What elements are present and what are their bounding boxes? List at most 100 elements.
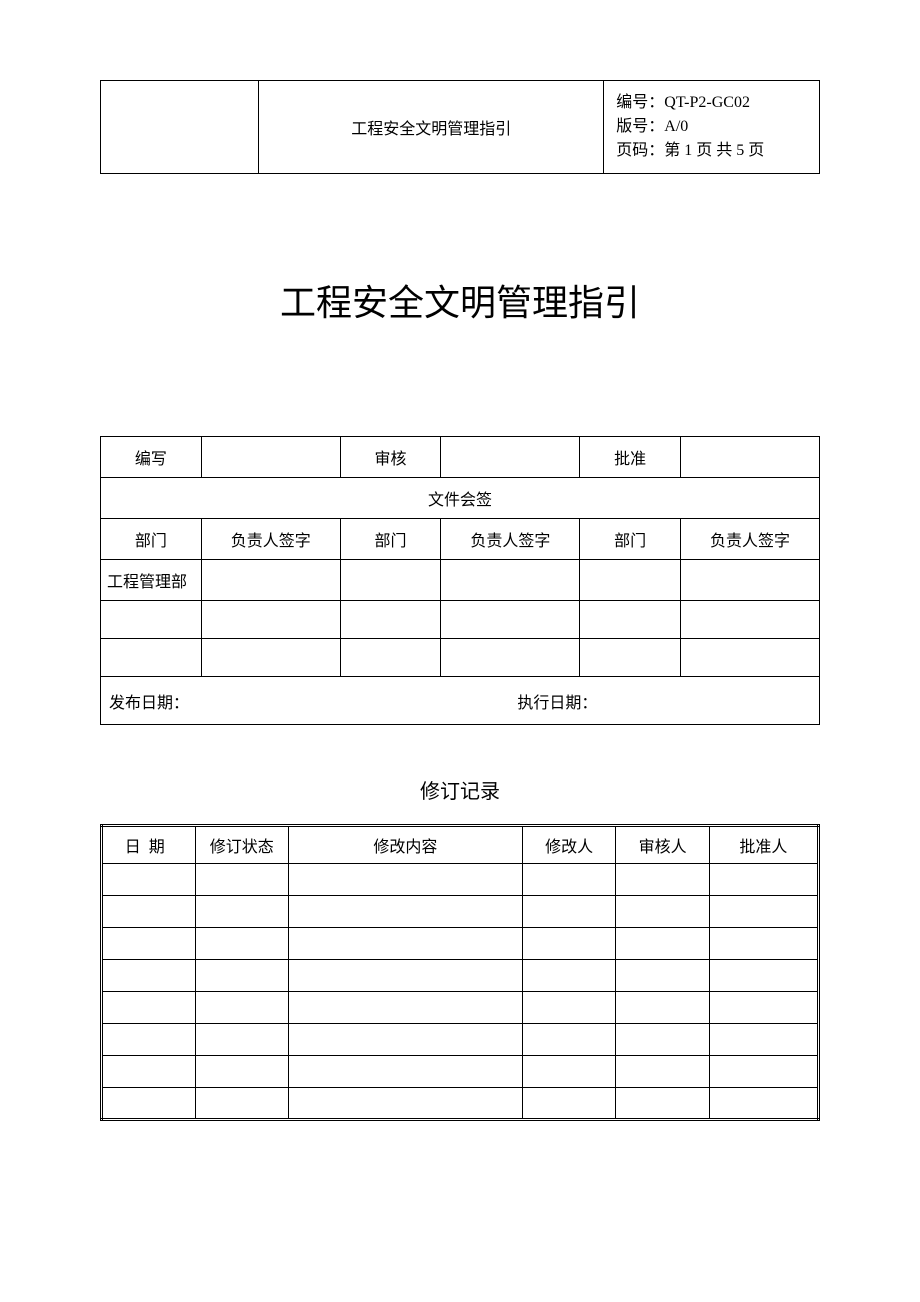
revision-row bbox=[102, 1088, 819, 1120]
sig-cell bbox=[441, 560, 580, 601]
exec-date-label: 执行日期： bbox=[517, 695, 597, 712]
revision-row bbox=[102, 960, 819, 992]
sig-cell bbox=[681, 560, 820, 601]
header-title: 工程安全文明管理指引 bbox=[351, 121, 511, 138]
header-page: 页码：第 1 页 共 5 页 bbox=[616, 139, 807, 163]
dept-row-1 bbox=[101, 601, 820, 639]
dept-cell bbox=[340, 560, 441, 601]
dept-cell bbox=[101, 639, 202, 677]
dept-cell bbox=[580, 601, 681, 639]
exec-date: 执行日期： bbox=[517, 689, 597, 713]
revision-header-row: 日期 修订状态 修改内容 修改人 审核人 批准人 bbox=[102, 826, 819, 864]
dept-label-2: 部门 bbox=[340, 519, 441, 560]
rev-cell-content bbox=[289, 1024, 523, 1056]
rev-cell-approver bbox=[709, 928, 818, 960]
sig-cell bbox=[201, 639, 340, 677]
dept-cell bbox=[340, 639, 441, 677]
rev-cell-content bbox=[289, 928, 523, 960]
rev-cell-modifier bbox=[522, 1088, 616, 1120]
version-label: 版号： bbox=[616, 118, 664, 135]
rev-cell-content bbox=[289, 960, 523, 992]
rev-cell-reviewer bbox=[616, 1024, 710, 1056]
header-doc-no: 编号：QT-P2-GC02 bbox=[616, 91, 807, 115]
rev-cell-reviewer bbox=[616, 992, 710, 1024]
dept-cell: 工程管理部 bbox=[101, 560, 202, 601]
sig-cell bbox=[681, 601, 820, 639]
write-value bbox=[201, 437, 340, 478]
main-title: 工程安全文明管理指引 bbox=[100, 274, 820, 326]
version-value: A/0 bbox=[664, 118, 688, 135]
dept-label-1: 部门 bbox=[101, 519, 202, 560]
rev-cell-status bbox=[195, 1056, 289, 1088]
rev-cell-modifier bbox=[522, 960, 616, 992]
dept-cell bbox=[101, 601, 202, 639]
dept-label-3: 部门 bbox=[580, 519, 681, 560]
rev-cell-modifier bbox=[522, 1024, 616, 1056]
page-value: 第 1 页 共 5 页 bbox=[664, 142, 764, 159]
dept-cell bbox=[340, 601, 441, 639]
rev-cell-reviewer bbox=[616, 960, 710, 992]
revision-row bbox=[102, 928, 819, 960]
rev-cell-date bbox=[102, 992, 196, 1024]
rev-cell-reviewer bbox=[616, 928, 710, 960]
rev-cell-modifier bbox=[522, 1056, 616, 1088]
approve-value bbox=[681, 437, 820, 478]
rev-cell-status bbox=[195, 1088, 289, 1120]
revision-row bbox=[102, 1024, 819, 1056]
signoff-row-top: 编写 审核 批准 bbox=[101, 437, 820, 478]
rev-col-content: 修改内容 bbox=[289, 826, 523, 864]
signer-label-3: 负责人签字 bbox=[681, 519, 820, 560]
signer-label-2: 负责人签字 bbox=[441, 519, 580, 560]
rev-cell-status bbox=[195, 960, 289, 992]
revision-row bbox=[102, 992, 819, 1024]
sig-cell bbox=[201, 601, 340, 639]
rev-cell-status bbox=[195, 992, 289, 1024]
file-signoff-label: 文件会签 bbox=[101, 478, 820, 519]
review-value bbox=[441, 437, 580, 478]
sig-cell bbox=[441, 601, 580, 639]
dates-row: 发布日期： 执行日期： bbox=[101, 677, 820, 725]
rev-cell-reviewer bbox=[616, 1088, 710, 1120]
rev-col-reviewer: 审核人 bbox=[616, 826, 710, 864]
rev-cell-date bbox=[102, 864, 196, 896]
rev-cell-reviewer bbox=[616, 1056, 710, 1088]
header-table: 工程安全文明管理指引 编号：QT-P2-GC02 版号：A/0 页码：第 1 页… bbox=[100, 80, 820, 174]
rev-cell-approver bbox=[709, 1056, 818, 1088]
rev-cell-reviewer bbox=[616, 896, 710, 928]
header-version: 版号：A/0 bbox=[616, 115, 807, 139]
rev-cell-status bbox=[195, 928, 289, 960]
dept-row-2 bbox=[101, 639, 820, 677]
rev-col-date: 日期 bbox=[102, 826, 196, 864]
approve-label: 批准 bbox=[580, 437, 681, 478]
revision-row bbox=[102, 864, 819, 896]
rev-cell-approver bbox=[709, 864, 818, 896]
rev-cell-approver bbox=[709, 896, 818, 928]
dept-cell bbox=[580, 639, 681, 677]
revision-row bbox=[102, 896, 819, 928]
sig-cell bbox=[681, 639, 820, 677]
rev-cell-modifier bbox=[522, 896, 616, 928]
rev-cell-status bbox=[195, 1024, 289, 1056]
rev-cell-content bbox=[289, 864, 523, 896]
review-label: 审核 bbox=[340, 437, 441, 478]
write-label: 编写 bbox=[101, 437, 202, 478]
publish-date-label: 发布日期： bbox=[109, 695, 189, 712]
rev-cell-reviewer bbox=[616, 864, 710, 896]
revision-row bbox=[102, 1056, 819, 1088]
rev-cell-status bbox=[195, 864, 289, 896]
sig-cell bbox=[441, 639, 580, 677]
rev-cell-modifier bbox=[522, 992, 616, 1024]
rev-col-modifier: 修改人 bbox=[522, 826, 616, 864]
dept-header-row: 部门 负责人签字 部门 负责人签字 部门 负责人签字 bbox=[101, 519, 820, 560]
rev-cell-date bbox=[102, 928, 196, 960]
header-logo-cell bbox=[101, 81, 259, 174]
dept-cell bbox=[580, 560, 681, 601]
rev-cell-modifier bbox=[522, 864, 616, 896]
rev-col-approver: 批准人 bbox=[709, 826, 818, 864]
rev-cell-status bbox=[195, 896, 289, 928]
header-meta-cell: 编号：QT-P2-GC02 版号：A/0 页码：第 1 页 共 5 页 bbox=[604, 81, 820, 174]
rev-cell-date bbox=[102, 1056, 196, 1088]
rev-cell-date bbox=[102, 896, 196, 928]
rev-cell-modifier bbox=[522, 928, 616, 960]
rev-col-status: 修订状态 bbox=[195, 826, 289, 864]
